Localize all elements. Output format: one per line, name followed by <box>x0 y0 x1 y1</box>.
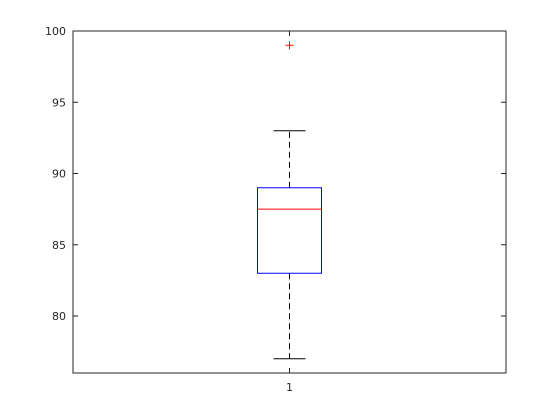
y-tick-label: 80 <box>52 310 66 323</box>
y-tick-label: 100 <box>45 25 66 38</box>
x-tick-label: 1 <box>286 381 293 394</box>
plot-area <box>73 31 506 373</box>
y-tick-label: 85 <box>52 239 66 252</box>
y-tick-label: 95 <box>52 96 66 109</box>
y-tick-label: 90 <box>52 168 66 181</box>
